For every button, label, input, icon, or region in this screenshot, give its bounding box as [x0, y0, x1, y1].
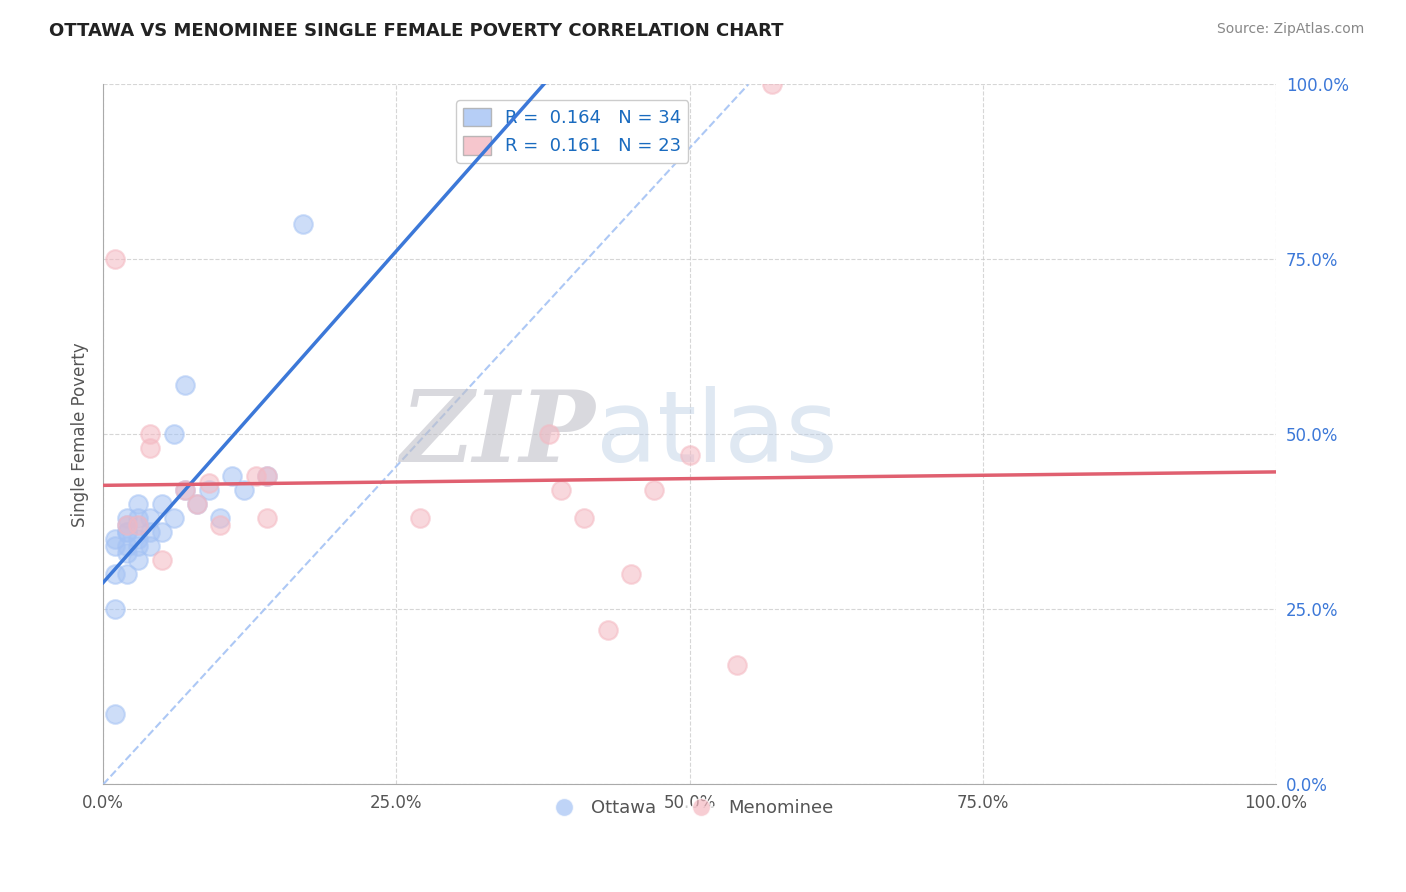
Point	[139, 511, 162, 525]
Point	[209, 518, 232, 533]
Point	[139, 540, 162, 554]
Point	[232, 483, 254, 498]
Point	[186, 498, 208, 512]
Text: OTTAWA VS MENOMINEE SINGLE FEMALE POVERTY CORRELATION CHART: OTTAWA VS MENOMINEE SINGLE FEMALE POVERT…	[49, 22, 783, 40]
Point	[127, 533, 149, 547]
Text: atlas: atlas	[596, 386, 838, 483]
Point	[104, 540, 127, 554]
Point	[761, 78, 783, 92]
Point	[197, 476, 219, 491]
Point	[256, 469, 278, 483]
Point	[162, 511, 184, 525]
Point	[139, 525, 162, 540]
Point	[643, 483, 665, 498]
Point	[104, 567, 127, 582]
Point	[550, 483, 572, 498]
Point	[115, 518, 138, 533]
Point	[572, 511, 595, 525]
Point	[678, 449, 700, 463]
Point	[127, 540, 149, 554]
Point	[139, 427, 162, 442]
Point	[174, 483, 197, 498]
Point	[256, 469, 278, 483]
Point	[127, 553, 149, 567]
Point	[150, 498, 173, 512]
Point	[104, 252, 127, 267]
Point	[115, 567, 138, 582]
Point	[127, 511, 149, 525]
Point	[115, 546, 138, 560]
Point	[197, 483, 219, 498]
Point	[174, 483, 197, 498]
Point	[139, 442, 162, 456]
Point	[104, 602, 127, 616]
Point	[174, 378, 197, 392]
Text: ZIP: ZIP	[401, 386, 596, 483]
Point	[245, 469, 267, 483]
Point	[620, 567, 643, 582]
Point	[291, 218, 314, 232]
Point	[104, 707, 127, 722]
Point	[186, 498, 208, 512]
Point	[115, 525, 138, 540]
Point	[127, 498, 149, 512]
Point	[115, 540, 138, 554]
Point	[104, 533, 127, 547]
Point	[409, 511, 432, 525]
Point	[725, 658, 748, 673]
Y-axis label: Single Female Poverty: Single Female Poverty	[72, 343, 89, 527]
Point	[127, 518, 149, 533]
Legend: Ottawa, Menominee: Ottawa, Menominee	[538, 792, 841, 824]
Point	[150, 553, 173, 567]
Point	[115, 518, 138, 533]
Text: Source: ZipAtlas.com: Source: ZipAtlas.com	[1216, 22, 1364, 37]
Point	[209, 511, 232, 525]
Point	[150, 525, 173, 540]
Point	[537, 427, 560, 442]
Point	[115, 511, 138, 525]
Point	[162, 427, 184, 442]
Point	[127, 518, 149, 533]
Point	[115, 525, 138, 540]
Point	[221, 469, 243, 483]
Point	[596, 624, 619, 638]
Point	[256, 511, 278, 525]
